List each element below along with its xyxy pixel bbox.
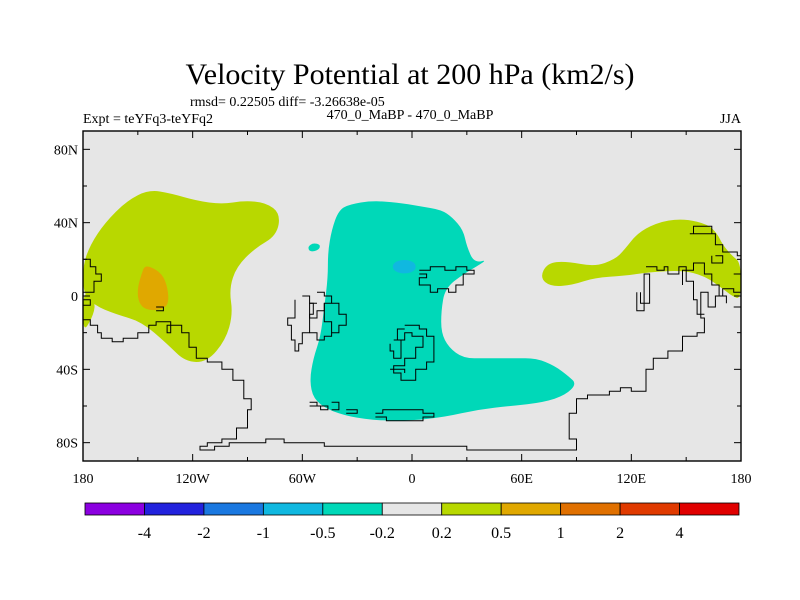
colorbar-label: 0.5 bbox=[491, 525, 511, 542]
coastline-11 bbox=[375, 409, 435, 422]
coastline-6 bbox=[309, 302, 347, 341]
experiment-label: Expt = teYFq3-teYFq2 bbox=[83, 112, 213, 127]
contour-region-5 bbox=[308, 243, 320, 252]
chart-title: Velocity Potential at 200 hPa (km2/s) bbox=[185, 58, 634, 91]
x-tick-label: 180 bbox=[731, 472, 752, 487]
x-tick-label: 180 bbox=[73, 472, 94, 487]
coastline-3 bbox=[83, 288, 741, 451]
x-axis: 180 120W 60W 0 60E 120E 180 bbox=[73, 131, 752, 487]
coastline-18 bbox=[693, 225, 713, 234]
period-label: 470_0_MaBP - 470_0_MaBP bbox=[327, 108, 494, 123]
colorbar-swatch bbox=[441, 502, 502, 516]
colorbar-label: -0.5 bbox=[310, 525, 335, 542]
contour-region-1 bbox=[137, 266, 169, 311]
y-tick-label: 80N bbox=[54, 143, 78, 158]
colorbar-swatch bbox=[144, 502, 205, 516]
colorbar-swatch bbox=[679, 502, 740, 516]
colorbar-swatch bbox=[322, 502, 383, 516]
colorbar-label: -4 bbox=[138, 525, 151, 542]
colorbar-label: 4 bbox=[676, 525, 684, 542]
contour-region-3 bbox=[542, 219, 741, 298]
coastline-7 bbox=[323, 303, 333, 333]
colorbar-swatch bbox=[500, 502, 562, 516]
colorbar-swatch bbox=[84, 502, 145, 516]
coastline-19 bbox=[711, 255, 724, 264]
coastline-9 bbox=[331, 401, 340, 411]
coastline-16 bbox=[646, 266, 705, 315]
coastline-15 bbox=[418, 266, 475, 293]
stats-label: rmsd= 0.22505 diff= -3.26638e-05 bbox=[190, 95, 385, 110]
colorbar-label: 2 bbox=[616, 525, 624, 542]
colorbar-swatch bbox=[381, 502, 443, 516]
coastline-13 bbox=[390, 368, 406, 373]
contour-region-4 bbox=[310, 201, 575, 421]
colorbar-label: 0.2 bbox=[432, 525, 452, 542]
colorbar-label: -1 bbox=[257, 525, 270, 542]
colorbar-label: -2 bbox=[197, 525, 210, 542]
y-axis: 80N 40N 0 40S 80S bbox=[54, 143, 741, 452]
coastline-23 bbox=[636, 292, 645, 312]
y-tick-label: 40S bbox=[56, 363, 78, 378]
y-tick-label: 80S bbox=[56, 437, 78, 452]
coastline-1 bbox=[83, 299, 91, 306]
x-tick-label: 60E bbox=[510, 472, 533, 487]
y-tick-label: 40N bbox=[54, 217, 78, 232]
coastline-17 bbox=[689, 233, 741, 257]
x-tick-label: 120W bbox=[176, 472, 211, 487]
x-tick-label: 120E bbox=[617, 472, 647, 487]
coastline-8 bbox=[309, 401, 329, 411]
colorbar-swatch bbox=[262, 502, 324, 516]
contour-region-6 bbox=[392, 259, 416, 274]
colorbar: -4 -2 -1 -0.5 -0.2 0.2 0.5 1 2 4 bbox=[84, 502, 740, 542]
coastline-24 bbox=[643, 273, 651, 304]
coastlines bbox=[83, 225, 741, 451]
coastline-10 bbox=[346, 409, 358, 414]
coastline-14 bbox=[389, 339, 402, 359]
x-tick-label: 60W bbox=[289, 472, 317, 487]
colorbar-swatch bbox=[619, 502, 680, 516]
contour-fills bbox=[83, 191, 741, 421]
contour-region-2 bbox=[83, 293, 95, 328]
coastline-2 bbox=[156, 306, 164, 312]
contour-region-0 bbox=[83, 191, 279, 362]
colorbar-label: -0.2 bbox=[370, 525, 395, 542]
colorbar-swatch bbox=[203, 502, 264, 516]
y-tick-label: 0 bbox=[71, 290, 78, 305]
x-tick-label: 0 bbox=[409, 472, 416, 487]
coastline-0 bbox=[83, 258, 102, 293]
coastline-20 bbox=[682, 262, 727, 304]
colorbar-label: 1 bbox=[557, 525, 565, 542]
season-label: JJA bbox=[720, 112, 742, 127]
colorbar-swatch bbox=[560, 502, 621, 516]
